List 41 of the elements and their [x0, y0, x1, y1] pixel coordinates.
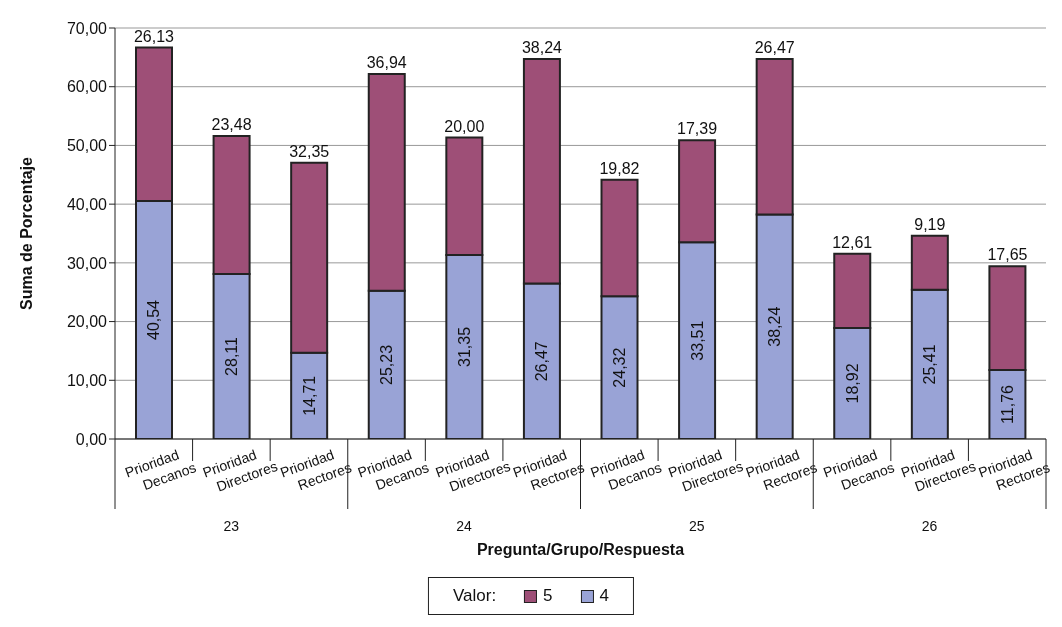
- text: 26: [921, 518, 938, 534]
- data-label: 38,24: [521, 39, 563, 57]
- data-label: 33,51: [688, 320, 706, 361]
- y-tick-label: 10,00: [66, 371, 108, 389]
- data-label: 26,47: [754, 39, 795, 57]
- legend-label: 5: [542, 586, 553, 606]
- text: 23: [223, 518, 240, 534]
- x-axis-title: Pregunta/Grupo/Respuesta: [476, 541, 685, 558]
- data-label: 20,00: [444, 117, 485, 135]
- data-label: 9,19: [914, 215, 946, 233]
- data-label: 23,48: [211, 116, 252, 134]
- data-label: 12,61: [832, 233, 873, 251]
- legend-title: Valor:: [452, 586, 497, 606]
- data-label: 36,94: [366, 53, 407, 71]
- y-tick-label: 20,00: [66, 313, 108, 331]
- text: 25: [689, 518, 705, 534]
- y-tick-label: 0,00: [75, 430, 108, 448]
- y-tick-label: 70,00: [66, 19, 108, 37]
- y-tick-label: 30,00: [66, 254, 108, 272]
- data-label: 32,35: [289, 142, 330, 160]
- data-label: 40,54: [145, 299, 163, 341]
- y-axis-title: Suma de Porcentaje: [17, 156, 35, 310]
- data-label: 24,32: [611, 347, 628, 388]
- data-label: 11,76: [998, 384, 1016, 424]
- y-tick-label: 50,00: [66, 137, 108, 155]
- data-label: 19,82: [599, 159, 640, 177]
- data-label: 25,41: [921, 344, 939, 385]
- data-label: 31,35: [455, 326, 473, 367]
- data-label: 17,65: [987, 246, 1028, 264]
- data-label: 26,47: [533, 341, 551, 382]
- data-label: 25,23: [378, 344, 396, 385]
- data-label: 17,39: [677, 120, 718, 138]
- data-label: 18,92: [843, 363, 861, 404]
- text: 24: [456, 518, 473, 534]
- y-tick-label: 60,00: [66, 78, 108, 96]
- data-label: 14,71: [300, 375, 318, 416]
- data-label: 38,24: [766, 306, 784, 347]
- data-label: 26,13: [133, 27, 175, 45]
- data-label: 28,11: [223, 336, 241, 376]
- y-tick-label: 40,00: [66, 195, 108, 213]
- legend-label: 4: [598, 586, 610, 606]
